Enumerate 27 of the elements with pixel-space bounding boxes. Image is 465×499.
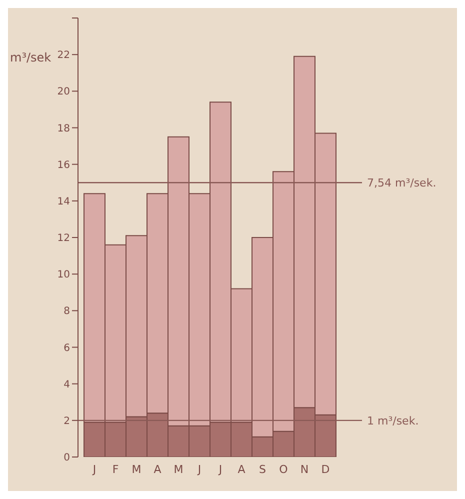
- x-tick-label: J: [196, 462, 202, 476]
- y-tick-label: 4: [64, 379, 70, 390]
- x-tick-label: M: [174, 462, 184, 476]
- y-tick-label: 2: [64, 416, 70, 427]
- x-tick-label: M: [132, 462, 142, 476]
- y-tick-label: 6: [64, 342, 70, 354]
- y-tick-label: 0: [64, 452, 70, 464]
- y-tick-label: 20: [57, 86, 70, 98]
- x-tick-label: O: [279, 462, 288, 476]
- y-tick-label: 10: [57, 270, 70, 281]
- x-tick-label: F: [112, 462, 119, 476]
- y-tick-label: 16: [57, 160, 70, 171]
- x-tick-label: A: [154, 462, 162, 476]
- x-tick-label: A: [238, 462, 246, 476]
- y-tick-label: 12: [57, 233, 70, 244]
- x-tick-label: J: [92, 462, 96, 476]
- y-tick-label: 22: [57, 50, 70, 62]
- x-tick-label: D: [321, 462, 330, 476]
- y-tick-label: 18: [57, 123, 70, 134]
- x-tick-label: J: [218, 462, 222, 476]
- x-tick-label: N: [300, 462, 309, 476]
- y-tick-label: 14: [57, 196, 70, 208]
- x-tick-label: S: [259, 462, 266, 476]
- ref-line-label: 1 m³/sek.: [367, 414, 419, 428]
- y-axis-title: m³/sek: [10, 50, 52, 65]
- ref-line-label: 7,54 m³/sek.: [367, 176, 436, 190]
- y-tick-label: 8: [64, 306, 70, 318]
